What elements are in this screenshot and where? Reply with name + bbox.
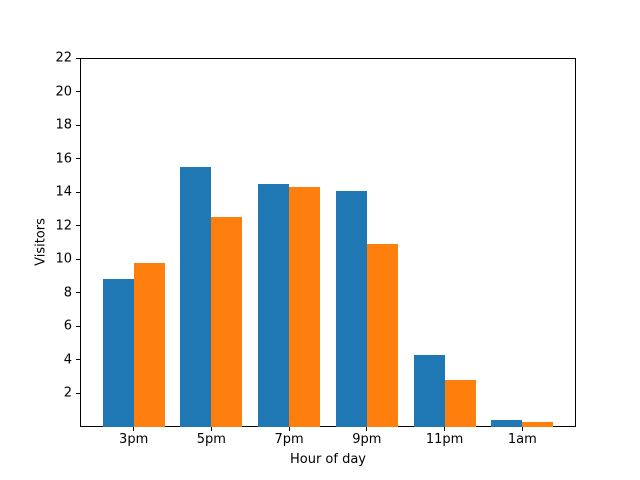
y-tick-mark (76, 325, 80, 327)
x-axis-label: Hour of day (289, 452, 367, 467)
y-tick-mark (76, 124, 80, 126)
bar-blue-1am (491, 420, 523, 427)
x-tick-mark (133, 427, 135, 431)
y-tick-label: 12 (55, 218, 72, 234)
y-tick-label: 10 (55, 251, 72, 267)
x-tick-label: 7pm (274, 432, 304, 447)
y-tick-mark (76, 292, 80, 294)
x-tick-mark (210, 427, 212, 431)
x-tick-label: 5pm (196, 432, 226, 447)
x-tick-label: 1am (507, 432, 537, 447)
bar-orange-3pm (133, 262, 165, 427)
y-tick-label: 20 (55, 84, 72, 100)
y-tick-label: 18 (55, 117, 72, 133)
y-tick-mark (76, 225, 80, 227)
y-tick-label: 2 (63, 385, 72, 401)
bar-orange-9pm (366, 244, 398, 427)
y-tick-label: 14 (55, 184, 72, 200)
x-tick-label: 9pm (352, 432, 382, 447)
bar-blue-7pm (258, 183, 290, 427)
x-tick-mark (521, 427, 523, 431)
x-tick-mark (444, 427, 446, 431)
y-tick-mark (76, 191, 80, 193)
y-axis-label: Visitors (33, 218, 49, 266)
y-tick-mark (76, 57, 80, 59)
bar-orange-11pm (444, 380, 476, 427)
x-tick-label: 11pm (425, 432, 464, 447)
y-tick-mark (76, 158, 80, 160)
bar-blue-5pm (180, 167, 212, 427)
bar-blue-11pm (413, 354, 445, 427)
bar-blue-9pm (335, 190, 367, 427)
y-tick-label: 22 (55, 50, 72, 66)
bar-blue-3pm (102, 279, 134, 427)
x-tick-mark (288, 427, 290, 431)
y-tick-mark (76, 91, 80, 93)
y-tick-label: 6 (63, 318, 72, 334)
bar-orange-7pm (289, 187, 321, 427)
bar-orange-1am (522, 421, 554, 427)
y-tick-label: 4 (63, 352, 72, 368)
x-tick-mark (366, 427, 368, 431)
y-tick-mark (76, 258, 80, 260)
y-tick-mark (76, 359, 80, 361)
x-tick-label: 3pm (119, 432, 149, 447)
y-tick-mark (76, 392, 80, 394)
bar-orange-5pm (211, 217, 243, 427)
y-tick-label: 8 (63, 285, 72, 301)
y-tick-label: 16 (55, 151, 72, 167)
